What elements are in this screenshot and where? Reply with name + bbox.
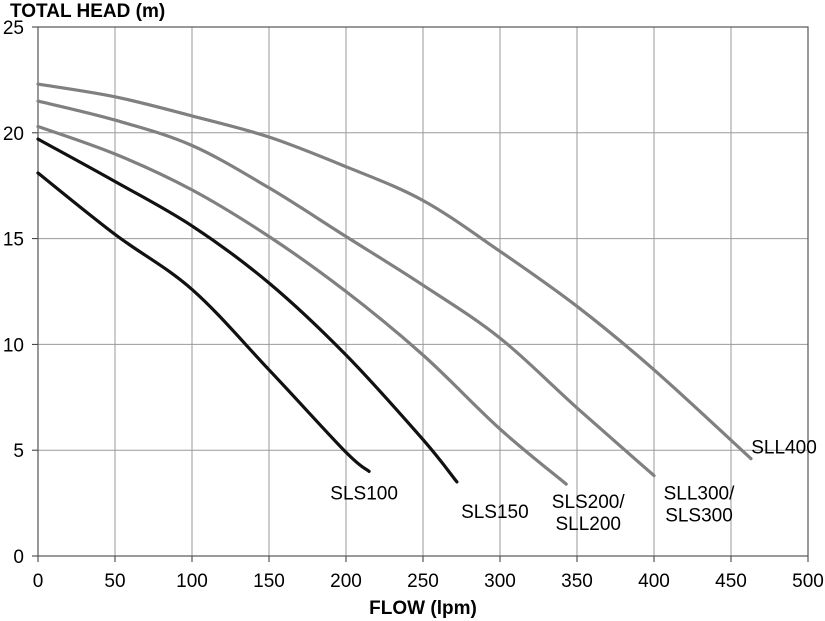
- series-label: SLL200: [555, 514, 621, 535]
- series-curves: [36, 82, 753, 486]
- series-label: SLS300: [665, 506, 733, 527]
- series-line-2: [36, 124, 568, 486]
- x-tick-label: 300: [484, 571, 516, 592]
- series-label: SLL400: [751, 438, 817, 459]
- y-tick-label: 20: [3, 124, 24, 145]
- x-tick-label: 0: [33, 571, 44, 592]
- y-tick-label: 15: [3, 230, 24, 251]
- x-tick-label: 450: [715, 571, 747, 592]
- y-tick-label: 0: [13, 547, 24, 568]
- y-tick-label: 25: [3, 18, 24, 39]
- x-tick-label: 250: [407, 571, 439, 592]
- series-line-1: [36, 137, 459, 484]
- series-label: SLL300/: [664, 484, 736, 505]
- y-axis-title: TOTAL HEAD (m): [10, 1, 165, 22]
- x-tick-label: 200: [330, 571, 362, 592]
- tick-labels: 0 50 100 150 200 250 300 350 400 450 500 0 5 10 15 20 25: [3, 18, 824, 592]
- x-axis-title: FLOW (lpm): [369, 598, 477, 619]
- series-label: SLS150: [461, 502, 529, 523]
- x-tick-label: 100: [176, 571, 208, 592]
- x-tick-label: 150: [253, 571, 285, 592]
- series-label: SLS200/: [552, 492, 626, 513]
- series-line-0: [36, 171, 371, 473]
- plot-frame: [37, 26, 809, 557]
- y-tick-label: 10: [3, 335, 24, 356]
- curve-labels: SLS100 SLS150 SLS200/SLL200 SLL300/SLS300 SL…: [330, 438, 816, 535]
- x-tick-label: 350: [561, 571, 593, 592]
- series-line-4: [36, 82, 753, 461]
- y-tick-label: 5: [13, 441, 24, 462]
- x-tick-label: 500: [792, 571, 824, 592]
- x-tick-label: 50: [104, 571, 125, 592]
- x-tick-label: 400: [638, 571, 670, 592]
- series-label: SLS100: [330, 483, 398, 504]
- series-line-3: [36, 99, 656, 478]
- grid-lines: [32, 26, 809, 562]
